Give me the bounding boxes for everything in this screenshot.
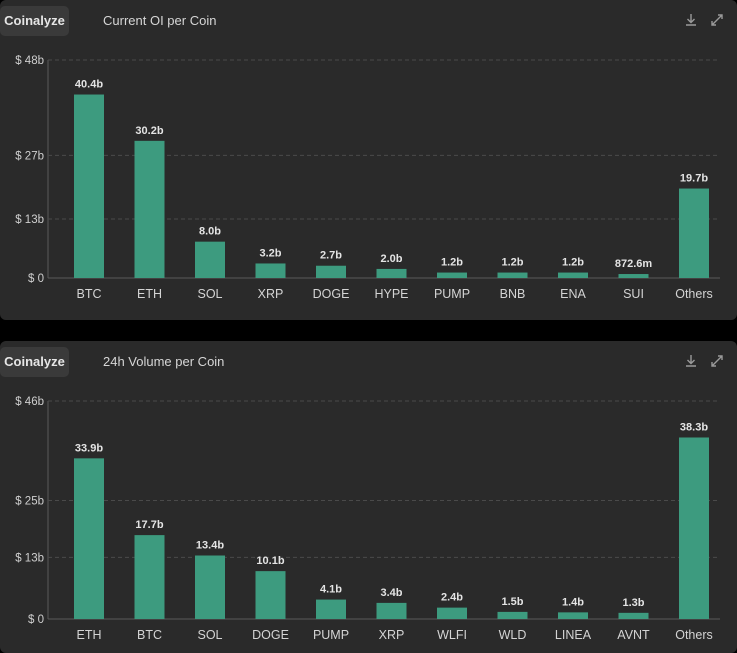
bar-ena[interactable] [558,272,588,278]
bar-xrp[interactable] [255,263,286,278]
bar-others[interactable] [679,437,709,619]
x-tick-label: SOL [197,287,222,301]
data-label: 4.1b [320,584,342,596]
bar-wlfi[interactable] [437,607,467,619]
data-label: 19.7b [680,173,708,185]
y-tick-label: $ 46b [15,396,44,408]
y-tick-label: $ 27b [15,150,44,162]
data-label: 40.4b [75,79,103,91]
data-label: 872.6m [615,258,653,270]
data-label: 1.5b [501,596,523,608]
data-label: 3.2b [259,247,281,259]
chart-title: 24h Volume per Coin [103,354,225,369]
data-label: 2.0b [380,253,402,265]
bar-btc[interactable] [74,94,104,279]
expand-icon[interactable] [709,353,725,369]
bar-sol[interactable] [195,241,225,278]
x-tick-label: DOGE [252,628,289,642]
bar-pump[interactable] [316,599,346,619]
data-label: 10.1b [256,555,284,567]
bar-bnb[interactable] [497,272,528,278]
bar-sol[interactable] [195,555,225,619]
y-tick-label: $ 13b [15,214,44,226]
x-tick-label: PUMP [434,287,470,301]
y-tick-label: $ 13b [15,552,44,564]
data-label: 1.2b [441,257,463,269]
bar-linea[interactable] [558,612,588,619]
y-tick-label: $ 0 [28,273,44,285]
x-tick-label: PUMP [313,628,349,642]
y-tick-label: $ 48b [15,55,44,67]
data-label: 1.2b [501,257,523,269]
data-label: 1.4b [562,596,584,608]
bar-others[interactable] [679,188,709,278]
brand-logo[interactable]: Coinalyze [0,6,69,36]
bar-xrp[interactable] [376,602,407,619]
x-tick-label: WLFI [437,628,467,642]
x-tick-label: BNB [500,287,526,301]
expand-icon[interactable] [709,12,725,28]
bar-avnt[interactable] [618,612,649,619]
oi-chart-panel: Coinalyze Current OI per Coin $ 0 $ 13b $ … [0,0,737,320]
x-tick-label: Others [675,628,713,642]
bar-btc[interactable] [134,535,165,619]
bar-eth[interactable] [74,458,104,619]
bar-hype[interactable] [376,268,407,278]
data-label: 13.4b [196,539,224,551]
data-label: 1.2b [562,257,584,269]
data-label: 30.2b [135,125,163,137]
volume-chart-panel: Coinalyze 24h Volume per Coin $ 0 $ 13b $ … [0,341,737,653]
y-tick-label: $ 25b [15,496,44,508]
bar-wld[interactable] [497,611,528,619]
data-label: 2.7b [320,250,342,262]
bar-pump[interactable] [437,272,467,278]
x-tick-label: LINEA [555,628,592,642]
data-label: 1.3b [622,597,644,609]
x-tick-label: WLD [499,628,527,642]
x-tick-label: AVNT [617,628,650,642]
data-label: 2.4b [441,592,463,604]
data-label: 8.0b [199,226,221,238]
data-label: 33.9b [75,442,103,454]
bar-doge[interactable] [316,265,346,278]
data-label: 38.3b [680,421,708,433]
x-tick-label: ETH [77,628,102,642]
x-tick-label: BTC [137,628,162,642]
y-tick-label: $ 0 [28,614,44,626]
download-icon[interactable] [683,12,699,28]
x-tick-label: ENA [560,287,586,301]
x-tick-label: SUI [623,287,644,301]
data-label: 17.7b [135,519,163,531]
bar-eth[interactable] [134,140,165,278]
brand-logo[interactable]: Coinalyze [0,347,69,377]
bar-sui[interactable] [618,274,649,278]
x-tick-label: HYPE [374,287,408,301]
bar-doge[interactable] [255,571,286,619]
x-tick-label: XRP [379,628,405,642]
x-tick-label: BTC [77,287,102,301]
download-icon[interactable] [683,353,699,369]
oi-bar-chart: $ 0 $ 13b $ 27b $ 48b 40.4b BTC 30.2b ETH 8.0b SO… [15,55,720,301]
x-tick-label: XRP [258,287,284,301]
x-tick-label: ETH [137,287,162,301]
volume-bar-chart: $ 0 $ 13b $ 25b $ 46b 33.9b ETH 17.7b BTC 13.4b S… [15,396,720,642]
x-tick-label: DOGE [313,287,350,301]
x-tick-label: Others [675,287,713,301]
data-label: 3.4b [380,587,402,599]
chart-title: Current OI per Coin [103,13,217,28]
x-tick-label: SOL [197,628,222,642]
